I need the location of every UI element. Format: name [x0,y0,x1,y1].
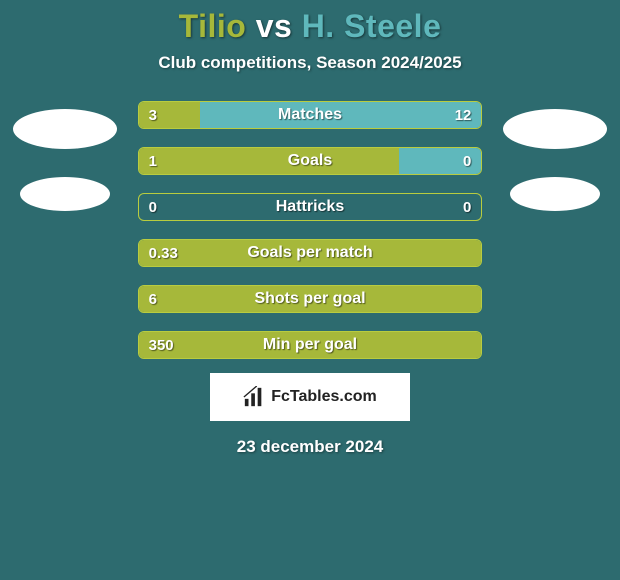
player1-avatar [13,109,117,149]
stat-right-value: 12 [455,102,472,128]
chart-icon [243,386,265,408]
source-badge: FcTables.com [210,373,410,421]
date: 23 december 2024 [0,437,620,457]
stat-right-value: 0 [463,148,471,174]
player1-name: Tilio [179,8,247,44]
left-avatar-column [10,101,120,211]
stat-label: Shots per goal [139,286,482,312]
vs-text: vs [256,8,293,44]
player2-club-avatar [510,177,600,211]
subtitle: Club competitions, Season 2024/2025 [0,53,620,73]
stat-bar-goals-per-match: 0.33 Goals per match [138,239,483,267]
stat-label: Hattricks [139,194,482,220]
stat-bar-shots-per-goal: 6 Shots per goal [138,285,483,313]
badge-text: FcTables.com [271,388,377,406]
stat-bar-min-per-goal: 350 Min per goal [138,331,483,359]
stat-bar-matches: 3 Matches 12 [138,101,483,129]
stat-label: Min per goal [139,332,482,358]
stat-bar-goals: 1 Goals 0 [138,147,483,175]
main-row: 3 Matches 12 1 Goals 0 0 Hattricks 0 [0,101,620,359]
stat-label: Goals per match [139,240,482,266]
right-avatar-column [500,101,610,211]
player1-club-avatar [20,177,110,211]
stat-label: Goals [139,148,482,174]
stat-bar-hattricks: 0 Hattricks 0 [138,193,483,221]
comparison-infographic: Tilio vs H. Steele Club competitions, Se… [0,0,620,457]
player2-avatar [503,109,607,149]
stat-label: Matches [139,102,482,128]
title: Tilio vs H. Steele [0,8,620,45]
player2-name: H. Steele [302,8,442,44]
stat-right-value: 0 [463,194,471,220]
stat-bars: 3 Matches 12 1 Goals 0 0 Hattricks 0 [138,101,483,359]
